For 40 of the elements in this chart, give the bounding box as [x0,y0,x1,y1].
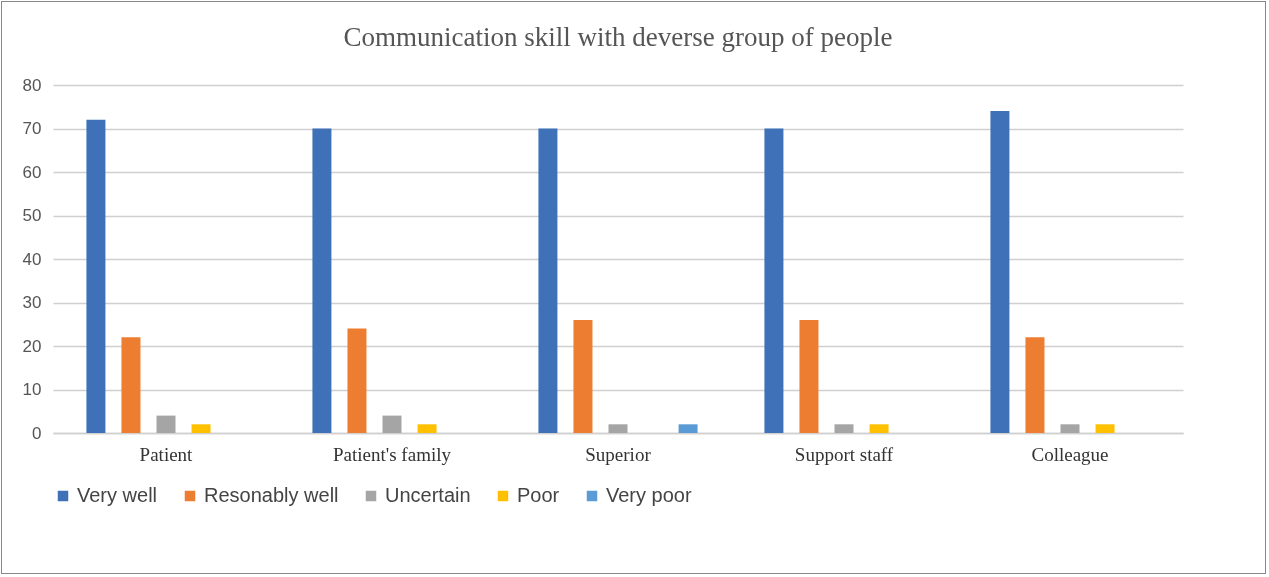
bar [156,415,176,433]
y-tick-label: 80 [22,75,42,95]
y-tick-label: 70 [22,119,42,138]
y-tick-label: 10 [22,380,42,399]
bar [312,128,332,433]
bar [990,111,1010,433]
bar [382,415,402,433]
y-tick-label: 60 [22,162,42,182]
bar [869,424,889,433]
bar [834,424,854,433]
x-tick-label: Patient's family [333,443,452,465]
bar [764,128,784,433]
legend-label: Uncertain [385,484,471,506]
legend-label: Poor [517,484,560,506]
legend-label: Resonably well [204,484,339,506]
x-tick-label: Superior [585,443,652,465]
x-tick-label: Support staff [794,443,894,465]
y-tick-label: 40 [22,249,42,269]
bar [121,337,141,433]
legend-label: Very poor [606,484,692,506]
bar [86,119,106,433]
bar [799,319,819,433]
legend-label: Very well [77,484,158,506]
x-tick-label: Colleague [1031,443,1109,465]
bar [347,328,367,433]
bar [417,424,437,433]
bar [608,424,628,433]
bar [538,128,558,433]
bar [573,319,593,433]
y-tick-label: 30 [22,293,42,312]
chart-title: Communication skill with deverse group of people [343,22,893,52]
bar [1060,424,1080,433]
bar [1025,337,1045,433]
y-tick-label: 0 [32,423,42,443]
x-tick-label: Patient [139,443,194,465]
y-tick-label: 50 [22,206,42,225]
bar [191,424,211,433]
bar [1095,424,1115,433]
bar [678,424,698,433]
y-tick-label: 20 [22,336,42,356]
